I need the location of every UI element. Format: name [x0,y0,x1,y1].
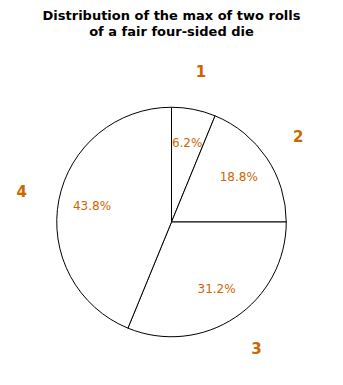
data-label: 6.2% [172,136,203,150]
category-label: 1 [196,63,206,81]
slices [57,107,287,337]
category-label: 4 [17,183,27,201]
labels: 6.2% 1 18.8% 2 31.2% 3 43.8% 4 [17,63,304,357]
data-label: 43.8% [73,199,111,213]
pie-slice [57,107,172,328]
chart: Distribution of the max of two rollsof a… [0,0,343,385]
data-label: 31.2% [198,282,236,296]
category-label: 2 [293,128,303,146]
data-label: 18.8% [220,170,258,184]
title: Distribution of the max of two rollsof a… [43,8,301,39]
chart-container: Distribution of the max of two rollsof a… [0,0,343,385]
category-label: 3 [251,340,261,358]
pie-slice [172,116,287,222]
background [0,0,343,385]
